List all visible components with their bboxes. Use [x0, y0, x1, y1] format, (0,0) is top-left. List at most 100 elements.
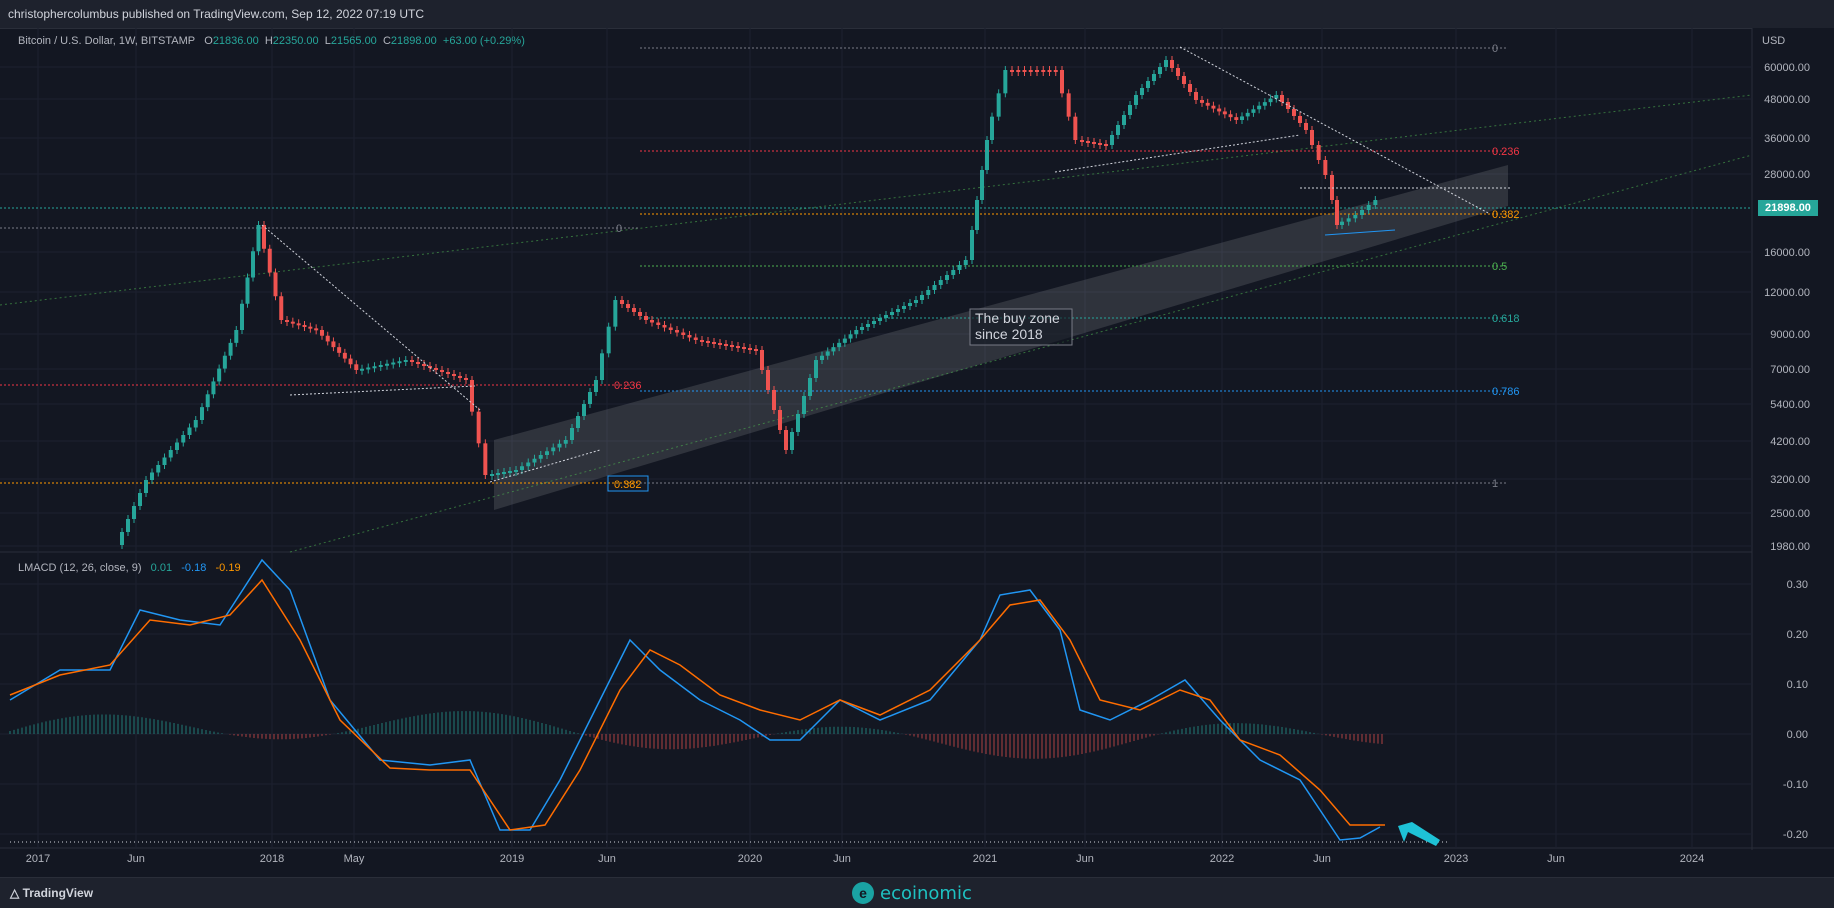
candle-body — [650, 320, 654, 323]
candle-body — [1053, 70, 1058, 72]
support-line-2018 — [289, 385, 476, 396]
open-value: 21836.00 — [212, 35, 259, 47]
candle-body — [483, 443, 488, 475]
price-tick-label: 48000.00 — [1764, 94, 1810, 106]
candle-body — [240, 303, 244, 330]
macd-line-value: -0.18 — [181, 562, 207, 574]
candle-body — [926, 290, 931, 295]
candle-body — [428, 366, 432, 368]
candle-body — [490, 474, 494, 476]
candle-body — [790, 432, 794, 450]
candle-body — [718, 343, 722, 345]
candle-body — [228, 342, 233, 356]
candle-body — [1035, 70, 1039, 72]
candle-body — [403, 360, 408, 362]
candle-body — [476, 411, 481, 444]
candle-body — [416, 362, 420, 364]
candle-body — [1003, 70, 1008, 94]
candle-body — [970, 230, 974, 260]
candle-body — [1028, 70, 1033, 72]
high-label: H — [264, 35, 273, 47]
candle-body — [600, 353, 604, 380]
time-tick-label: 2022 — [1210, 853, 1234, 865]
candle-body — [1274, 95, 1279, 99]
candle-body — [285, 320, 289, 322]
candle-body — [162, 457, 167, 465]
candle-body — [279, 296, 284, 320]
candle-body — [551, 447, 556, 452]
candle-body — [1292, 109, 1296, 116]
candle-body — [842, 338, 847, 343]
candle-body — [1217, 108, 1222, 112]
time-tick-label: Jun — [1547, 853, 1565, 865]
candle-body — [1073, 116, 1078, 140]
candle-body — [452, 374, 456, 376]
candle-body — [890, 312, 894, 315]
price-tick-label: 9000.00 — [1770, 329, 1810, 341]
macd-signal-line — [9, 578, 1385, 831]
candle-body — [914, 300, 918, 303]
tradingview-logo[interactable]: △ TradingView — [10, 886, 93, 900]
candle-body — [1360, 210, 1364, 215]
macd-tick-label: 0.10 — [1787, 679, 1808, 691]
fib-2021-label: 0.382 — [1492, 209, 1520, 221]
open-label: O — [204, 35, 213, 47]
low-value: 21565.00 — [330, 35, 377, 47]
candle-body — [1373, 200, 1378, 205]
candle-body — [496, 473, 500, 475]
candle-body — [884, 315, 888, 318]
support-line-2019 — [489, 449, 601, 483]
macd-tick-label: -0.10 — [1783, 779, 1808, 791]
candle-body — [854, 330, 859, 335]
time-tick-label: May — [344, 853, 365, 865]
downtrend-line-2021 — [1179, 46, 1491, 215]
candle-body — [200, 407, 204, 420]
price-tick-label: 28000.00 — [1764, 169, 1810, 181]
candle-body — [545, 451, 549, 455]
candle-body — [378, 365, 383, 367]
candle-body — [314, 328, 319, 331]
candle-body — [1122, 115, 1126, 125]
fib-2021-label: 0.5 — [1492, 261, 1507, 273]
downtrend-line-2018 — [261, 224, 481, 411]
symbol-label[interactable]: Bitcoin / U.S. Dollar, 1W, BITSTAMP — [18, 35, 196, 47]
candle-body — [348, 358, 353, 365]
candle-body — [1066, 93, 1071, 117]
candle-body — [1010, 70, 1014, 72]
candle-body — [126, 519, 130, 532]
candle-body — [681, 332, 686, 335]
candle-body — [957, 265, 962, 270]
candle-body — [1304, 123, 1308, 130]
candle-body — [1335, 200, 1339, 225]
time-tick-label: 2024 — [1680, 853, 1704, 865]
close-value: 21898.00 — [390, 35, 437, 47]
time-tick-label: 2020 — [738, 853, 762, 865]
candle-body — [700, 340, 704, 342]
candle-body — [440, 370, 444, 372]
buy-zone-annotation-box — [969, 308, 1073, 346]
candle-body — [1104, 144, 1108, 146]
candle-body — [1116, 125, 1120, 135]
footer-bar: △ TradingView e ecoinomic — [0, 877, 1834, 908]
candle-body — [290, 321, 295, 324]
time-tick-label: Jun — [1313, 853, 1331, 865]
fib-2021-label: 0 — [1492, 43, 1498, 55]
last-price-tag: 21898.00 — [1758, 200, 1818, 216]
time-tick-label: Jun — [127, 853, 145, 865]
candle-body — [796, 414, 800, 432]
candle-body — [576, 416, 580, 428]
macd-name[interactable]: LMACD (12, 26, close, 9) — [18, 562, 142, 574]
candle-body — [1016, 70, 1021, 72]
candle-body — [848, 334, 853, 339]
candle-body — [1366, 205, 1371, 210]
candle-body — [308, 326, 313, 329]
candle-body — [366, 367, 371, 370]
time-tick-label: 2021 — [973, 853, 997, 865]
chart-canvas[interactable]: 60000.00 48000.00 36000.00 28000.00 16000.00… — [0, 0, 1834, 877]
candle-body — [1228, 114, 1233, 118]
candle-body — [1353, 215, 1358, 219]
price-tick-label: 2500.00 — [1770, 508, 1810, 520]
candle-body — [814, 360, 818, 378]
fib-2018-label-0382: 0.382 — [614, 479, 642, 491]
currency-label: USD — [1762, 35, 1785, 47]
